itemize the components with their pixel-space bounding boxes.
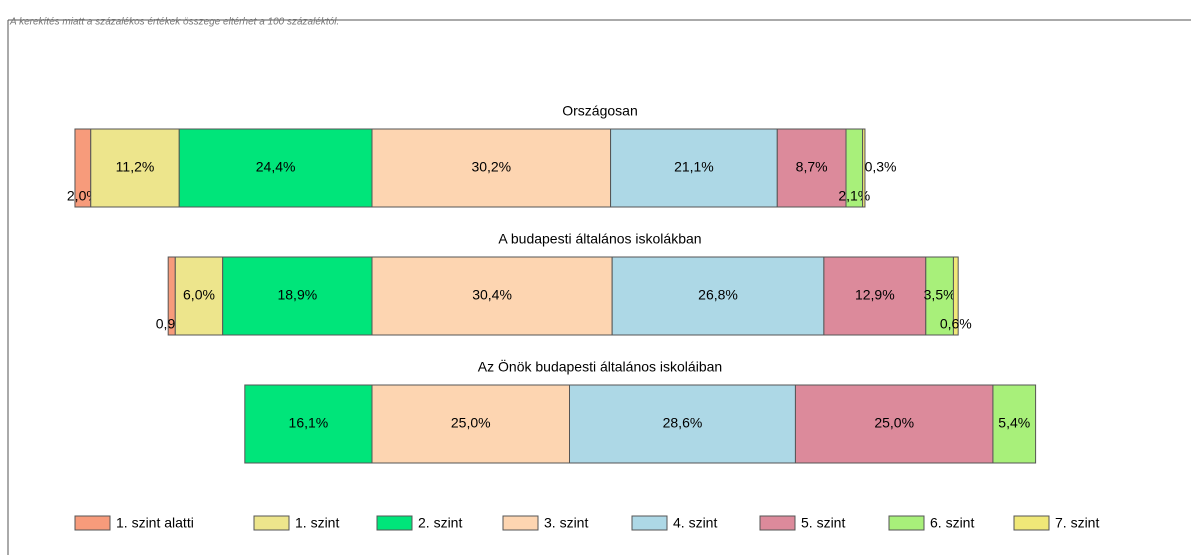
legend-swatch	[1013, 515, 1050, 531]
bar-segment	[992, 384, 1037, 464]
bar-segment	[794, 384, 994, 464]
value-label: 8,7%	[796, 159, 828, 175]
bar-segment	[222, 256, 373, 336]
value-label: 0,3%	[865, 159, 897, 175]
bar-segment	[776, 128, 847, 208]
legend-swatch	[74, 515, 111, 531]
bar-segment	[952, 256, 959, 336]
value-label: 30,2%	[471, 159, 511, 175]
bar-segment	[371, 256, 613, 336]
value-label: 26,8%	[698, 287, 738, 303]
bar-segment	[569, 384, 796, 464]
value-label: 25,0%	[874, 415, 914, 431]
bar-segment	[611, 256, 825, 336]
bar-segment	[178, 128, 373, 208]
legend-swatch	[502, 515, 539, 531]
bar-segment	[244, 384, 373, 464]
value-label: 30,4%	[472, 287, 512, 303]
row-title: Országosan	[562, 103, 637, 119]
legend-swatch	[888, 515, 925, 531]
value-label: 12,9%	[855, 287, 895, 303]
bar-segment	[823, 256, 927, 336]
legend-label: 7. szint	[1055, 515, 1099, 531]
legend-label: 2. szint	[418, 515, 462, 531]
bar-segment	[371, 384, 570, 464]
row-title: A budapesti általános iskolákban	[498, 231, 701, 247]
legend-swatch	[376, 515, 413, 531]
legend-label: 6. szint	[930, 515, 974, 531]
legend-label: 4. szint	[673, 515, 717, 531]
bar-segment	[371, 128, 612, 208]
legend-swatch	[253, 515, 290, 531]
subtitle: A kerekítés miatt a százalékos értékek ö…	[9, 17, 339, 28]
bar-segment	[610, 128, 778, 208]
legend-label: 1. szint	[295, 515, 339, 531]
value-label: 2,1%	[838, 188, 870, 204]
value-label: 16,1%	[289, 415, 329, 431]
legend-label: 1. szint alatti	[116, 515, 194, 531]
value-label: 6,0%	[183, 287, 215, 303]
value-label: 21,1%	[674, 159, 714, 175]
legend-label: 3. szint	[544, 515, 588, 531]
value-label: 5,4%	[998, 415, 1030, 431]
value-label: 25,0%	[451, 415, 491, 431]
value-label: 3,5%	[924, 287, 956, 303]
value-label: 11,2%	[116, 159, 155, 175]
row-title: Az Önök budapesti általános iskoláiban	[478, 358, 722, 375]
value-label: 24,4%	[256, 159, 296, 175]
bar-segment	[862, 128, 866, 208]
legend-swatch	[759, 515, 796, 531]
bar-segment	[925, 256, 954, 336]
bar-segment	[174, 256, 224, 336]
value-label: 28,6%	[663, 415, 703, 431]
value-label: 18,9%	[277, 287, 317, 303]
legend-swatch	[631, 515, 668, 531]
value-label: 0,6%	[940, 316, 972, 332]
legend-label: 5. szint	[801, 515, 845, 531]
